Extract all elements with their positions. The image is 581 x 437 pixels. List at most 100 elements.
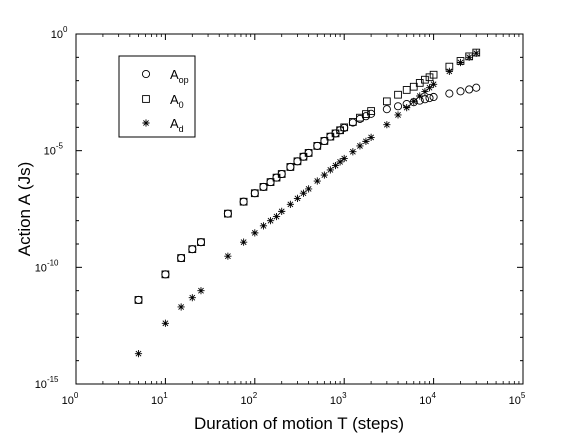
data-point-a-d xyxy=(259,222,268,230)
data-point-a-d xyxy=(331,161,340,170)
legend-label-a-0-main: A xyxy=(170,92,179,107)
y-tick-label: 10-15 xyxy=(35,375,59,391)
axis-ticks xyxy=(75,33,524,385)
data-point-a-0 xyxy=(188,245,197,254)
data-point-a-d xyxy=(293,194,302,203)
series-a-0 xyxy=(134,48,481,304)
data-point-a-0 xyxy=(313,142,322,150)
data-point-a-d xyxy=(161,319,169,327)
data-point-a-0 xyxy=(293,157,302,166)
data-point-a-0 xyxy=(197,238,205,247)
data-point-a-d xyxy=(465,53,473,61)
data-point-a-d xyxy=(313,177,321,185)
data-point-a-d xyxy=(336,158,344,166)
data-point-a-op xyxy=(429,92,438,102)
x-axis-title: Duration of motion T (steps) xyxy=(194,414,404,433)
data-point-a-0 xyxy=(394,90,402,99)
data-point-a-0 xyxy=(304,149,313,157)
data-point-a-d xyxy=(286,200,294,208)
legend: Aop A0 Ad xyxy=(118,55,196,138)
data-point-a-0 xyxy=(340,123,349,132)
y-axis-title: Action A (Js) xyxy=(15,162,34,256)
x-tick-label: 103 xyxy=(330,391,347,407)
legend-label-a-0: A0 xyxy=(170,92,184,110)
data-point-a-0 xyxy=(277,170,286,178)
data-point-a-d xyxy=(349,148,357,156)
data-point-a-d xyxy=(305,185,313,193)
legend-marker-a-op xyxy=(141,69,151,79)
legend-label-a-d: Ad xyxy=(170,116,184,134)
data-point-a-d xyxy=(421,87,429,96)
data-point-a-0 xyxy=(286,163,295,171)
data-point-a-d xyxy=(320,171,328,179)
data-point-a-d xyxy=(224,252,232,260)
data-point-a-d xyxy=(403,104,411,112)
data-point-a-0 xyxy=(383,97,391,106)
data-point-a-d xyxy=(367,133,375,142)
data-point-a-op xyxy=(382,105,391,114)
data-point-a-d xyxy=(266,217,275,225)
data-point-a-d xyxy=(299,189,308,197)
data-point-a-d xyxy=(410,97,418,105)
data-point-a-d xyxy=(177,303,185,311)
data-point-a-op xyxy=(456,87,465,96)
legend-label-a-0-sub: 0 xyxy=(179,100,184,110)
data-point-a-op xyxy=(425,93,434,103)
data-point-a-0 xyxy=(349,118,357,126)
data-point-a-0 xyxy=(320,137,329,145)
data-point-a-op xyxy=(393,102,403,111)
data-point-a-0 xyxy=(177,254,185,262)
data-point-a-0 xyxy=(134,296,143,304)
legend-box xyxy=(118,55,196,138)
data-points xyxy=(134,48,481,358)
data-point-a-op xyxy=(472,83,481,92)
data-point-a-0 xyxy=(266,178,275,186)
legend-marker-a-d xyxy=(142,119,150,127)
data-point-a-0 xyxy=(239,197,248,206)
data-point-a-0 xyxy=(224,209,232,218)
data-point-a-d xyxy=(240,238,248,246)
x-tick-label: 102 xyxy=(240,391,257,407)
data-point-a-0 xyxy=(336,126,344,135)
y-tick-label: 10-5 xyxy=(44,142,64,158)
data-point-a-0 xyxy=(425,73,434,82)
x-tick-label: 101 xyxy=(151,391,168,407)
legend-label-a-d-main: A xyxy=(170,116,179,131)
legend-markers xyxy=(141,69,151,127)
data-point-a-0 xyxy=(161,270,170,279)
x-tick-label: 105 xyxy=(509,391,526,407)
data-point-a-d xyxy=(430,80,438,88)
data-point-a-d xyxy=(134,350,143,358)
data-point-a-d xyxy=(394,111,402,119)
data-point-a-d xyxy=(278,207,286,215)
y-tick-label: 100 xyxy=(51,25,68,41)
data-point-a-0 xyxy=(421,75,429,84)
data-point-a-op xyxy=(420,95,429,104)
data-point-a-d xyxy=(416,92,424,100)
data-point-a-d xyxy=(272,212,281,221)
data-point-a-d xyxy=(326,166,334,174)
data-point-a-d xyxy=(251,229,259,237)
data-point-a-d xyxy=(340,154,348,163)
data-point-a-0 xyxy=(367,107,375,115)
legend-label-a-op-main: A xyxy=(170,67,179,82)
data-point-a-d xyxy=(456,58,465,67)
legend-marker-a-0 xyxy=(142,95,150,103)
data-point-a-d xyxy=(362,137,370,145)
data-point-a-d xyxy=(445,67,453,75)
data-point-a-d xyxy=(383,121,391,129)
data-point-a-d xyxy=(472,49,480,57)
data-point-a-d xyxy=(188,294,196,302)
data-point-a-0 xyxy=(429,70,438,79)
y-tick-label: 10-10 xyxy=(35,258,59,274)
series-a-d xyxy=(134,49,480,358)
x-tick-label: 104 xyxy=(419,391,436,407)
data-point-a-0 xyxy=(250,189,259,198)
x-tick-label: 100 xyxy=(62,391,79,407)
data-point-a-d xyxy=(356,142,364,150)
data-point-a-op xyxy=(445,89,454,98)
axis-tick-labels: 100 101 102 103 104 105 10-15 10-10 10-5 100 xyxy=(35,25,526,407)
data-point-a-d xyxy=(197,287,205,295)
legend-label-a-op: Aop xyxy=(170,67,189,85)
